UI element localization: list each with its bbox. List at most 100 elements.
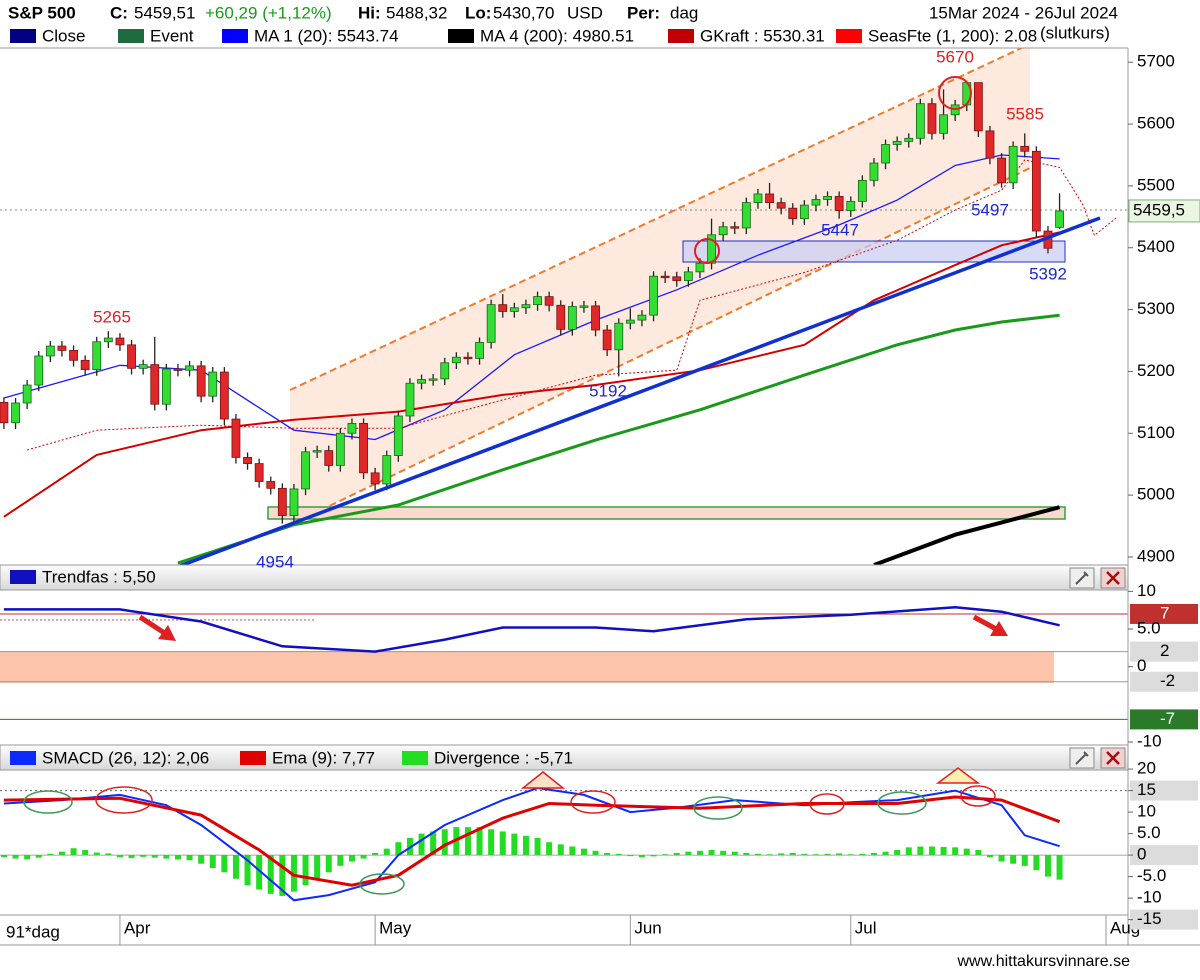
divergence-bar <box>1056 855 1063 880</box>
candle-body <box>161 368 171 405</box>
last-price-box <box>1128 199 1200 223</box>
divergence-bar <box>244 855 251 886</box>
candle-body <box>660 275 670 279</box>
candle-body <box>939 114 948 134</box>
period-label: 91*dag <box>6 922 60 941</box>
candle-body <box>127 344 136 369</box>
ellipse <box>809 793 845 815</box>
divergence-bar <box>325 855 332 873</box>
divergence-bar <box>58 851 65 856</box>
divergence-bar <box>511 833 518 856</box>
candle-body <box>57 345 67 351</box>
divergence-bar <box>418 833 425 856</box>
indicator-line <box>873 505 1061 565</box>
quote-label: Hi: <box>358 3 381 22</box>
y-tick-label: -5.0 <box>1137 866 1166 885</box>
x-tick-label: Apr <box>124 918 151 937</box>
y-tick-label: 5600 <box>1137 114 1175 133</box>
candle-body <box>69 350 78 361</box>
divergence-bar <box>140 855 147 857</box>
price-annotation: 5497 <box>971 200 1009 219</box>
smacd-line <box>3 786 1060 902</box>
candle-body <box>869 162 879 181</box>
divergence-bar <box>70 848 77 856</box>
candle-body <box>289 488 299 516</box>
divergence-bar <box>778 853 785 856</box>
candle-body <box>915 103 925 139</box>
settings-icon <box>1075 751 1089 765</box>
legend-swatch <box>10 29 36 43</box>
candle-body <box>997 157 1006 184</box>
divergence-bar <box>12 855 19 859</box>
candle-body <box>544 296 554 306</box>
candle-body <box>602 329 612 351</box>
candle-body <box>463 356 473 360</box>
y-tick-label: -15 <box>1137 909 1162 928</box>
divergence-bar <box>186 855 193 861</box>
candle-body <box>382 455 392 485</box>
candle-body <box>451 356 461 364</box>
candle-body <box>498 304 508 312</box>
candle-body <box>22 384 32 404</box>
price-annotation: 5670 <box>936 47 974 66</box>
y-tick-label: 5400 <box>1137 237 1175 256</box>
level-box <box>1130 603 1198 624</box>
divergence-bar <box>383 848 390 856</box>
channel-fill <box>290 48 1030 525</box>
candle-body <box>765 193 774 204</box>
source: www.hittakursvinnare.se <box>956 953 1130 970</box>
divergence-bar <box>221 855 228 873</box>
candle-body <box>150 364 160 405</box>
level-label: -2 <box>1160 671 1175 690</box>
triangle <box>520 771 566 789</box>
instrument-title: S&P 500 <box>8 3 76 22</box>
divergence-bar <box>441 829 448 856</box>
divergence-bar <box>870 852 877 856</box>
divergence-bar <box>615 853 622 856</box>
candle-body <box>846 200 856 212</box>
candle-body <box>707 234 716 264</box>
divergence-bar <box>720 850 727 856</box>
candle-body <box>405 382 415 417</box>
date-range: 15Mar 2024 - 26Jul 2024 <box>929 3 1118 22</box>
y-tick-label: 5.0 <box>1137 823 1161 842</box>
ema-line <box>3 795 1061 887</box>
neutral-band <box>0 651 1054 683</box>
divergence-bar <box>940 846 947 856</box>
arrow <box>138 614 168 637</box>
trend-line <box>179 216 1101 565</box>
candle-body <box>231 418 241 458</box>
divergence-bar <box>743 852 750 856</box>
divergence-bar <box>337 855 344 866</box>
candle-body <box>741 202 751 229</box>
legend-swatch <box>10 751 36 765</box>
divergence-bar <box>685 851 692 856</box>
divergence-bar <box>174 855 181 860</box>
legend-label: Divergence : -5,71 <box>434 748 573 767</box>
drawings-top <box>179 76 1101 565</box>
legend-label: SMACD (26, 12): 2,06 <box>42 748 209 767</box>
candle-body <box>788 207 798 220</box>
candle-body <box>80 359 90 370</box>
y-tick-label: 10 <box>1137 581 1156 600</box>
divergence-bar <box>499 831 506 856</box>
divergence-bar <box>476 827 483 856</box>
candle-body <box>521 304 531 309</box>
candle-body <box>811 199 821 206</box>
support-zone <box>267 506 1066 520</box>
divergence-bar <box>650 855 657 857</box>
candle-body <box>115 337 125 346</box>
x-tick-label: Jun <box>634 918 661 937</box>
y-tick-label: 5500 <box>1137 175 1175 194</box>
divergence-bar <box>998 855 1005 862</box>
divergence-bar <box>35 855 42 858</box>
arrow-head <box>158 625 176 641</box>
divergence-bar <box>580 848 587 856</box>
price-annotation: 4954 <box>256 552 294 571</box>
tick-box <box>1130 780 1198 801</box>
price-annotation: 5265 <box>93 307 131 326</box>
divergence-bar <box>302 855 309 886</box>
divergence-bar <box>105 853 112 856</box>
candle-body <box>1008 145 1018 184</box>
